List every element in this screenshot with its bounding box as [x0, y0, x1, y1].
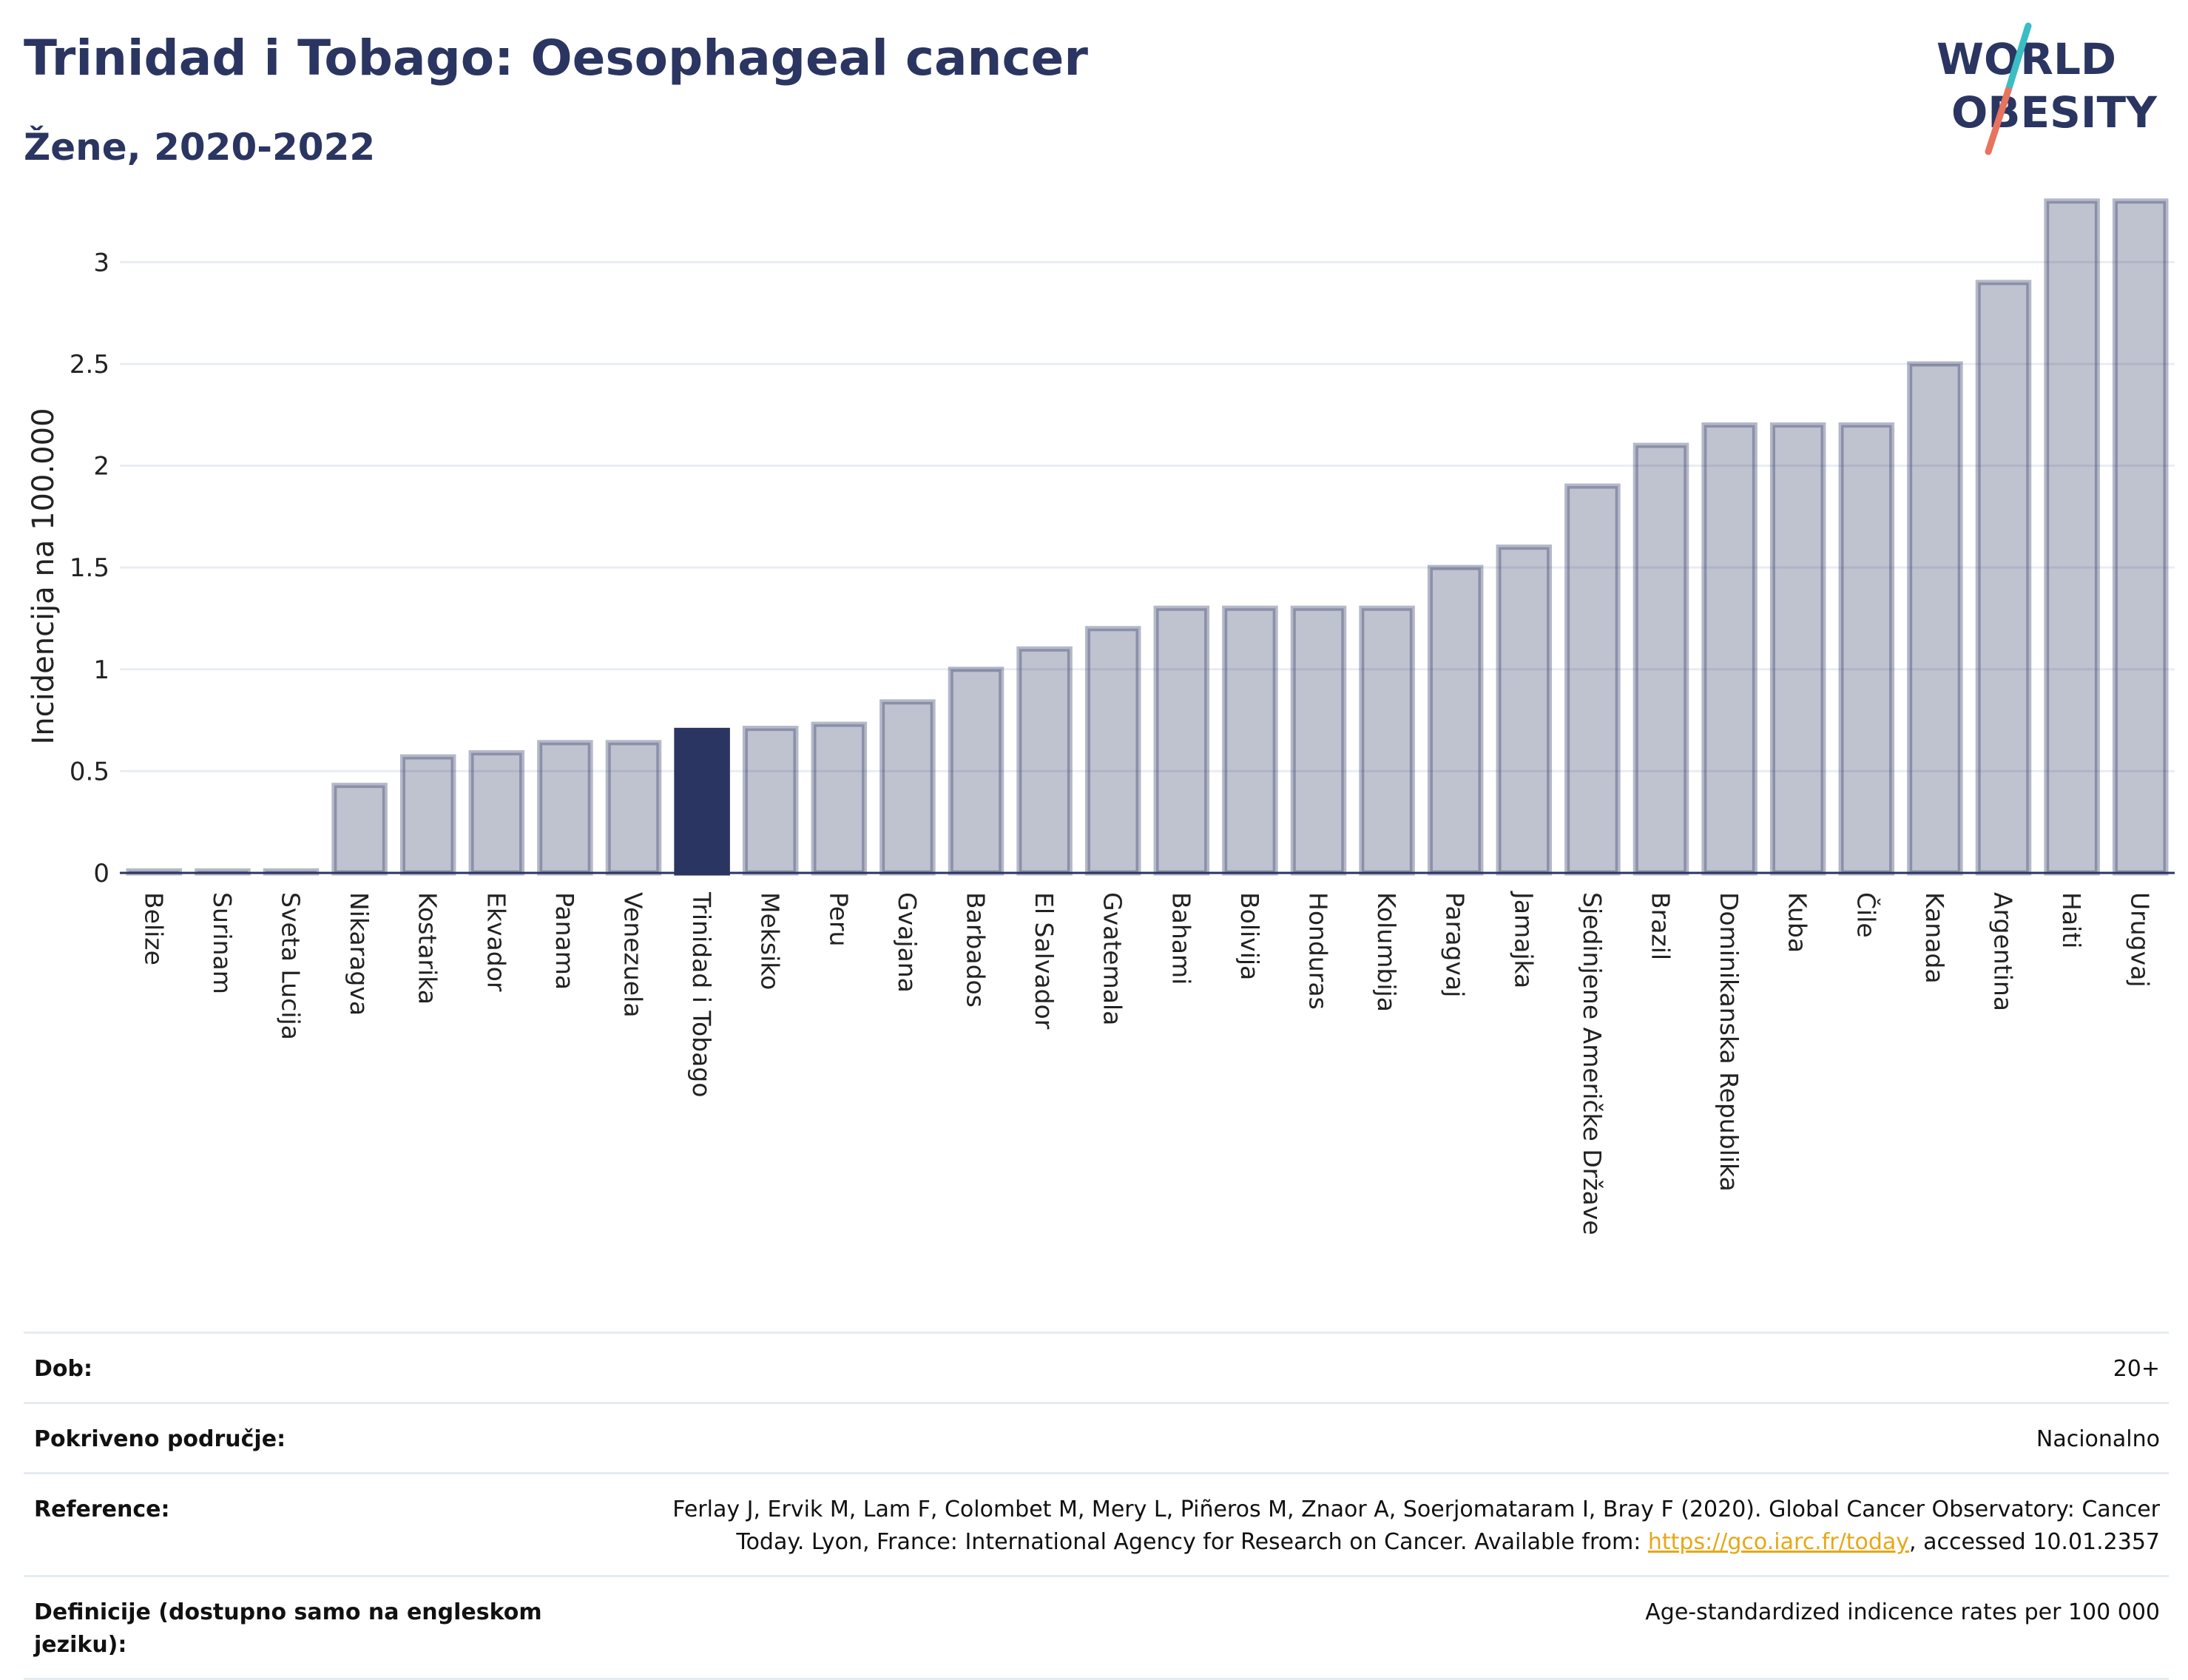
x-tick-label: Kanada: [1920, 892, 1949, 984]
info-row-reference: Reference: Ferlay J, Ervik M, Lam F, Col…: [24, 1472, 2169, 1575]
info-value-coverage: Nacionalno: [2036, 1426, 2160, 1452]
bar-kuba: [1769, 422, 1826, 876]
x-tick-label: Meksiko: [756, 892, 785, 990]
bar-nikaragva: [331, 783, 388, 876]
x-tick-label: Kolumbija: [1372, 892, 1401, 1012]
reference-link[interactable]: https://gco.iarc.fr/today: [1647, 1529, 1910, 1555]
logo-text-obesity: OBESITY: [1951, 87, 2158, 138]
y-tick-label: 0.5: [70, 757, 109, 786]
y-axis-title: Incidencija na 100.000: [27, 408, 61, 744]
reference-text-accessed: , accessed 10.01.2357: [1909, 1529, 2160, 1555]
bar-barbados: [948, 667, 1004, 876]
x-tick-label: Barbados: [962, 892, 990, 1008]
info-row-coverage: Pokriveno područje: Nacionalno: [24, 1402, 2169, 1472]
info-value-reference: Ferlay J, Ervik M, Lam F, Colombet M, Me…: [672, 1494, 2160, 1559]
x-tick-label: Gvajana: [893, 892, 922, 993]
x-tick-label: Kuba: [1783, 892, 1812, 953]
logo-slash-top: [2005, 22, 2032, 94]
bars: [126, 198, 2169, 876]
info-table: Dob: 20+ Pokriveno područje: Nacionalno …: [24, 1332, 2169, 1680]
x-tick-label: Dominikanska Republika: [1715, 892, 1743, 1192]
y-tick-label: 3: [93, 248, 109, 277]
world-obesity-logo: WORLD OBESITY: [1937, 22, 2158, 155]
x-tick-label: Trinidad i Tobago: [687, 891, 716, 1097]
x-tick-label: Belize: [139, 892, 168, 965]
y-tick-label: 1: [93, 655, 109, 685]
bar-peru: [811, 721, 868, 876]
x-tick-label: Bolivija: [1235, 892, 1264, 980]
bar-kanada: [1907, 361, 1963, 876]
y-tick-label: 2.5: [70, 350, 109, 379]
x-tick-label: Urugvaj: [2126, 892, 2155, 988]
x-tick-label: Čile: [1851, 892, 1881, 938]
bar-čile: [1838, 422, 1895, 876]
bar-el-salvador: [1016, 646, 1073, 876]
info-row-age: Dob: 20+: [24, 1332, 2169, 1402]
x-tick-label: Sveta Lucija: [277, 892, 305, 1040]
bar-jamajka: [1496, 544, 1553, 876]
info-label-coverage: Pokriveno područje:: [34, 1426, 286, 1452]
bar-haiti: [2044, 198, 2100, 876]
x-tick-label: Haiti: [2057, 892, 2086, 948]
grid-lines: [120, 260, 2175, 772]
bar-kostarika: [399, 754, 456, 876]
info-value-definitions: Age-standardized indicence rates per 100…: [1645, 1599, 2160, 1625]
bar-kolumbija: [1359, 605, 1415, 876]
y-tick-label: 2: [93, 452, 109, 482]
x-tick-label: Nikaragva: [345, 892, 374, 1016]
bar-chart: 0 0.5 1 1.5 2 2.5 3 Belize Surinam Sveta Lucija N…: [27, 198, 2175, 1235]
chart-subtitle: Žene, 2020-2022: [24, 126, 376, 169]
y-tick-label: 0: [93, 859, 109, 888]
reference-text-line1: Ferlay J, Ervik M, Lam F, Colombet M, Me…: [672, 1497, 2160, 1522]
info-label-definitions: Definicije (dostupno samo na engleskom j…: [34, 1599, 542, 1658]
y-axis-ticks: 0 0.5 1 1.5 2 2.5 3: [70, 248, 109, 888]
x-tick-label: Ekvador: [482, 892, 510, 992]
bar-paragvaj: [1427, 564, 1484, 876]
x-tick-label: Kostarika: [413, 892, 442, 1005]
info-label-age: Dob:: [34, 1356, 92, 1382]
x-tick-label: Sjedinjene Američke Države: [1578, 892, 1607, 1235]
x-tick-label: Gvatemala: [1098, 892, 1127, 1025]
x-tick-label: Paragvaj: [1441, 892, 1470, 997]
bar-ekvador: [468, 750, 525, 876]
bar-argentina: [1975, 280, 2032, 876]
bar-sjedinjene-američke-države: [1564, 483, 1621, 876]
bar-urugvaj: [2112, 198, 2169, 876]
x-tick-label: Honduras: [1304, 892, 1333, 1010]
x-tick-label: Peru: [824, 892, 853, 947]
bar-honduras: [1290, 605, 1347, 876]
info-row-definitions: Definicije (dostupno samo na engleskom j…: [24, 1575, 2169, 1680]
x-tick-label: Argentina: [1989, 892, 2018, 1011]
bar-gvajana: [879, 699, 936, 876]
bar-venezuela: [605, 740, 662, 876]
x-tick-label: Surinam: [208, 892, 237, 994]
y-tick-label: 1.5: [70, 553, 109, 583]
x-tick-label: Bahami: [1166, 892, 1195, 985]
bar-meksiko: [742, 726, 799, 876]
bar-bahami: [1153, 605, 1210, 876]
info-value-age: 20+: [2113, 1356, 2160, 1382]
bar-panama: [537, 740, 593, 876]
bar-trinidad-i-tobago: [674, 727, 730, 876]
x-tick-label: Jamajka: [1509, 891, 1538, 988]
logo-slash-bottom: [1985, 87, 2012, 155]
x-tick-label: Brazil: [1647, 892, 1675, 960]
info-label-reference: Reference:: [34, 1497, 170, 1522]
chart-title: Trinidad i Tobago: Oesophageal cancer: [24, 30, 1088, 87]
x-axis-labels: Belize Surinam Sveta Lucija Nikaragva Kostar…: [139, 891, 2154, 1235]
bar-gvatemala: [1084, 626, 1141, 876]
reference-text-line2: Today. Lyon, France: International Agenc…: [736, 1529, 1648, 1555]
x-tick-label: El Salvador: [1030, 892, 1058, 1030]
bar-bolivija: [1222, 605, 1278, 876]
bar-dominikanska-republika: [1701, 422, 1758, 876]
x-tick-label: Venezuela: [619, 892, 648, 1017]
bar-brazil: [1632, 442, 1689, 876]
x-tick-label: Panama: [550, 892, 579, 990]
